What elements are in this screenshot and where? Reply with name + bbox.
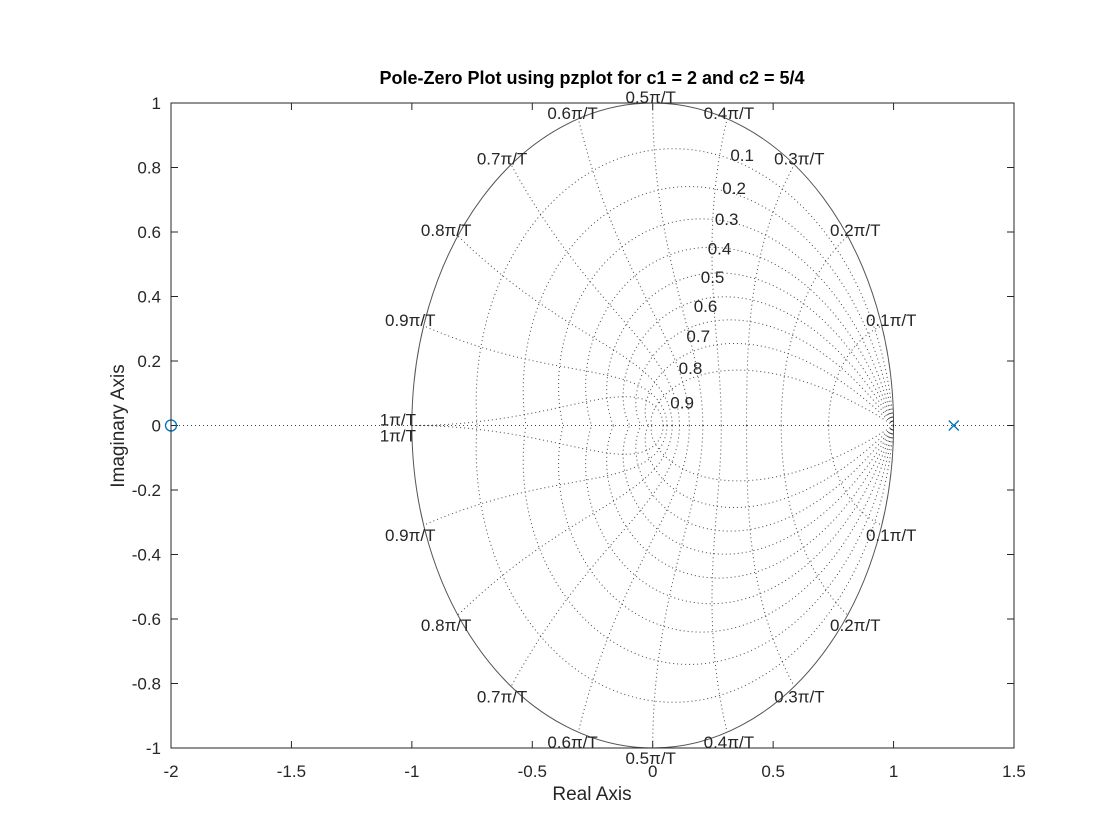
damping-curve-lower — [475, 425, 895, 703]
frequency-curve-upper — [577, 118, 690, 426]
y-tick-label: 1 — [152, 94, 161, 113]
x-tick-label: 0.5 — [761, 762, 785, 781]
frequency-label-upper: 0.6π/T — [547, 104, 597, 123]
y-tick-label: -1 — [146, 739, 161, 758]
y-tick-label: 0 — [152, 417, 161, 436]
y-tick-label: 0.4 — [137, 288, 161, 307]
damping-curve-lower — [522, 425, 895, 665]
damping-curve-lower — [606, 425, 895, 579]
frequency-label-upper: 0.2π/T — [830, 221, 880, 240]
x-tick-label: 1 — [889, 762, 898, 781]
frequency-label-lower: 0.4π/T — [704, 733, 754, 752]
frequency-label-lower: 0.3π/T — [774, 687, 824, 706]
x-tick-label: -1.5 — [277, 762, 306, 781]
frequency-label-upper: 0.8π/T — [421, 221, 471, 240]
frequency-label-lower: 0.2π/T — [830, 616, 880, 635]
damping-label: 0.1 — [730, 146, 754, 165]
damping-curve-lower — [635, 425, 894, 532]
x-tick-label: -2 — [163, 762, 178, 781]
damping-label: 0.8 — [679, 359, 703, 378]
damping-curve-upper — [522, 186, 895, 426]
pole-marker — [948, 420, 960, 431]
damping-curve-lower — [585, 425, 895, 605]
y-tick-label: -0.6 — [132, 610, 161, 629]
damping-label: 0.6 — [694, 297, 718, 316]
y-tick-label: -0.2 — [132, 481, 161, 500]
damping-curve-upper — [635, 319, 894, 426]
frequency-label-lower: 0.5π/T — [625, 749, 675, 768]
damping-curve-lower — [650, 425, 894, 482]
frequency-label-upper: 0.5π/T — [625, 88, 675, 107]
damping-curve-lower — [558, 425, 895, 633]
x-tick-label: 0 — [648, 762, 657, 781]
frequency-label-lower: 1π/T — [380, 427, 416, 446]
damping-curve-lower — [644, 425, 894, 509]
frequency-label-lower: 0.8π/T — [421, 616, 471, 635]
y-tick-label: -0.8 — [132, 675, 161, 694]
frequency-curve-lower — [510, 425, 680, 687]
frequency-curve-upper — [780, 235, 848, 426]
y-tick-label: 0.2 — [137, 352, 161, 371]
damping-curve-upper — [558, 218, 895, 426]
chart-title: Pole-Zero Plot using pzplot for c1 = 2 a… — [379, 68, 804, 88]
frequency-label-upper: 0.4π/T — [704, 104, 754, 123]
axis-ticks: -2 -1.5 -1 -0.5 0 0.5 1 1.5-1-0.8-0.6-0.4-0.200… — [132, 94, 1026, 781]
frequency-curve-lower — [577, 425, 690, 733]
frequency-label-lower: 0.1π/T — [866, 526, 916, 545]
damping-label: 0.2 — [722, 179, 746, 198]
frequency-label-upper: 0.1π/T — [866, 311, 916, 330]
frequency-label-lower: 0.7π/T — [477, 687, 527, 706]
frequency-curve-upper — [510, 164, 680, 426]
x-tick-label: 1.5 — [1002, 762, 1026, 781]
frequency-curve-lower — [780, 425, 848, 616]
damping-curve-upper — [585, 246, 895, 426]
frequency-curve-upper — [652, 102, 704, 426]
damping-label: 0.7 — [686, 327, 710, 346]
frequency-label-lower: 0.9π/T — [385, 526, 435, 545]
damping-curve-upper — [606, 272, 895, 426]
frequency-label-lower: 0.6π/T — [547, 733, 597, 752]
plot-frame — [170, 102, 1015, 749]
y-tick-label: -0.4 — [132, 546, 161, 565]
frequency-label-upper: 0.9π/T — [385, 311, 435, 330]
y-tick-label: 0.6 — [137, 223, 161, 242]
x-tick-label: -0.5 — [518, 762, 547, 781]
y-axis-label: Imaginary Axis — [108, 364, 129, 488]
damping-curve-upper — [644, 342, 894, 426]
frequency-label-upper: 0.3π/T — [774, 150, 824, 169]
damping-label: 0.3 — [715, 210, 739, 229]
frequency-label-upper: 0.7π/T — [477, 150, 527, 169]
zgrid: 0.10.20.30.40.50.60.70.80.90.1π/T0.1π/T0… — [171, 88, 1014, 768]
frequency-curve-lower — [652, 425, 704, 749]
damping-curve-upper — [475, 148, 895, 426]
plot-area: 0.1 0.2 0.3 0.4 0.5 0.6 0.7 0.8 0.9 0.1π/T 0.1π/T 0… — [132, 88, 1026, 781]
y-tick-label: 0.8 — [137, 159, 161, 178]
damping-label: 0.4 — [708, 239, 732, 258]
damping-label: 0.9 — [670, 394, 694, 413]
x-axis-label: Real Axis — [552, 784, 631, 805]
damping-curve-upper — [650, 369, 894, 426]
frequency-label-upper: 1π/T — [380, 411, 416, 430]
x-tick-label: -1 — [404, 762, 419, 781]
